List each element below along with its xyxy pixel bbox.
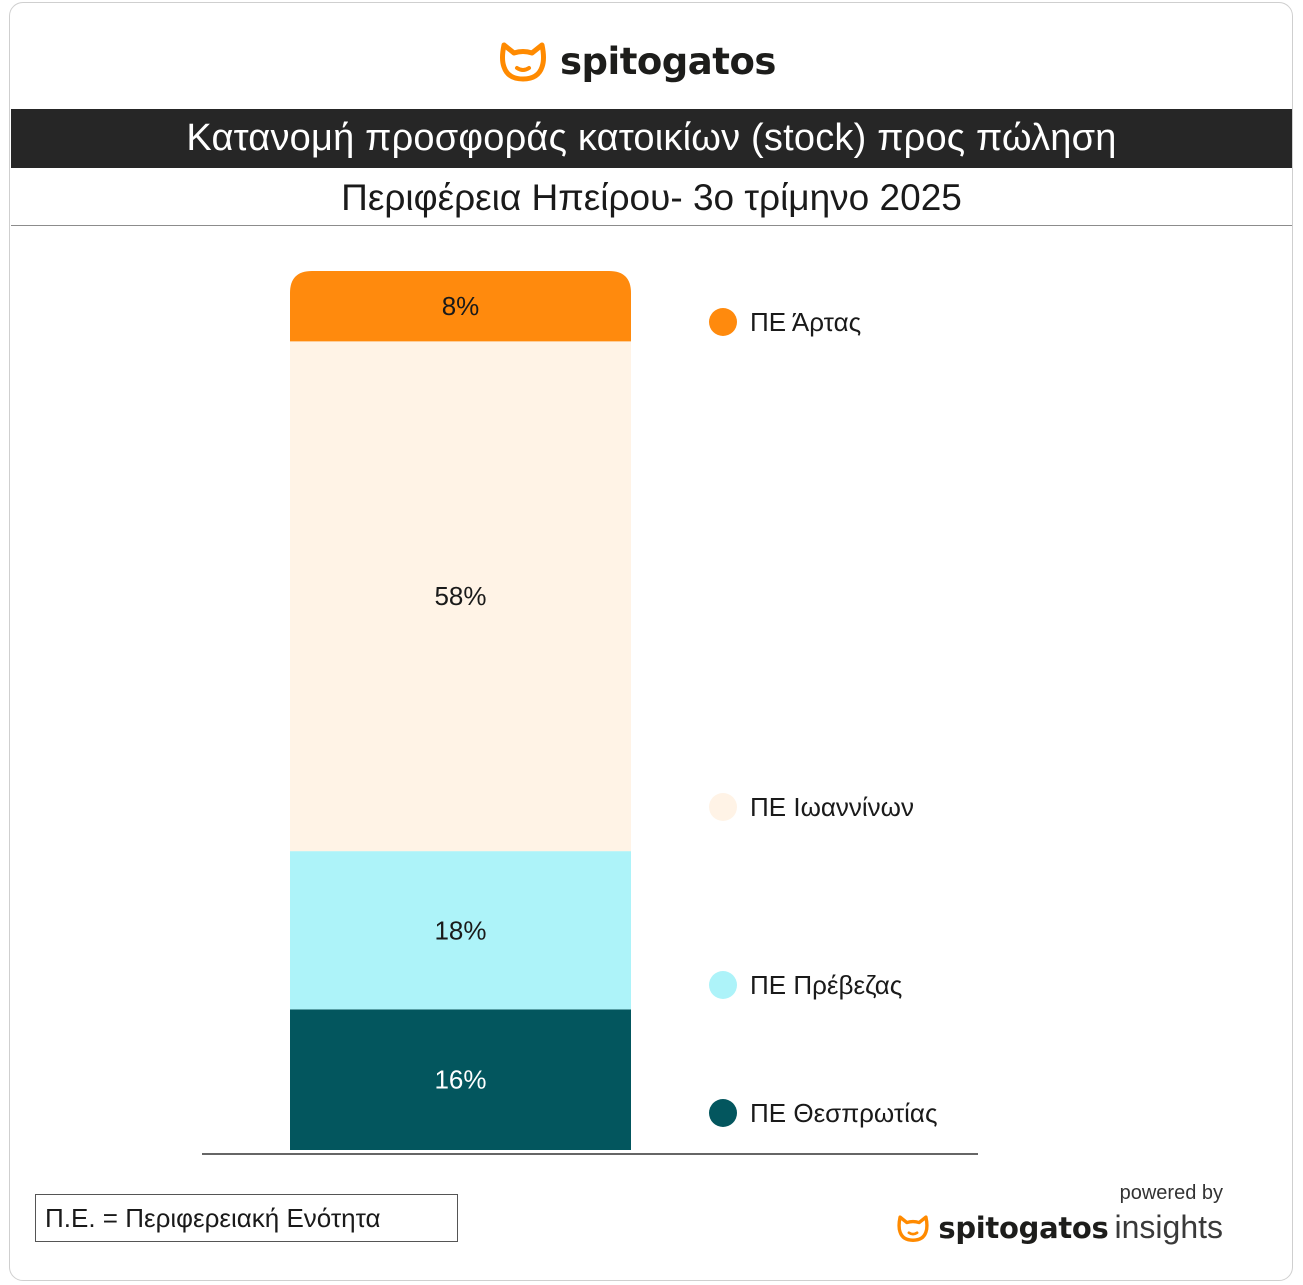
data-label-0: 16% xyxy=(434,1065,486,1095)
powered-brand-name: spitogatos xyxy=(938,1210,1109,1245)
chart-card xyxy=(9,2,1293,1281)
bar-segments xyxy=(290,271,631,1150)
powered-by: powered by spitogatos insights xyxy=(896,1182,1223,1246)
bar-segment-0 xyxy=(290,1009,631,1150)
segment-labels: 16% 18% 58% 8% xyxy=(434,291,486,1095)
data-label-3: 8% xyxy=(442,291,480,321)
legend-label-0: ΠΕ Θεσπρωτίας xyxy=(750,1098,937,1128)
legend-label-1: ΠΕ Πρέβεζας xyxy=(750,970,902,1000)
powered-brand: spitogatos insights xyxy=(896,1209,1223,1246)
chart-title: Κατανομή προσφοράς κατοικίων (stock) προ… xyxy=(11,109,1292,168)
cat-logo-small-icon xyxy=(897,1214,930,1242)
legend-swatch-1 xyxy=(709,971,737,999)
chart-subtitle: Περιφέρεια Ηπείρου- 3ο τρίμηνο 2025 xyxy=(11,170,1292,226)
legend-label-3: ΠΕ Άρτας xyxy=(750,307,861,337)
data-label-2: 58% xyxy=(434,581,486,611)
legend-swatch-0 xyxy=(709,1099,737,1127)
legend-swatch-2 xyxy=(709,793,737,821)
cat-logo-icon xyxy=(500,42,546,82)
legend-swatch-3 xyxy=(709,308,737,336)
data-label-1: 18% xyxy=(434,915,486,945)
powered-by-label: powered by xyxy=(1119,1182,1223,1204)
legend: ΠΕ Θεσπρωτίας ΠΕ Πρέβεζας ΠΕ Ιωαννίνων ΠΕ Ά… xyxy=(709,307,937,1128)
legend-label-2: ΠΕ Ιωαννίνων xyxy=(750,792,914,822)
bar-segment-3 xyxy=(290,271,631,342)
brand-logo: spitogatos xyxy=(498,36,776,86)
powered-brand-suffix: insights xyxy=(1114,1209,1224,1245)
bar-segment-1 xyxy=(290,851,631,1010)
brand-name: spitogatos xyxy=(560,39,776,83)
bar-segment-2 xyxy=(290,341,631,852)
footnote: Π.Ε. = Περιφερειακή Ενότητα xyxy=(35,1194,458,1242)
